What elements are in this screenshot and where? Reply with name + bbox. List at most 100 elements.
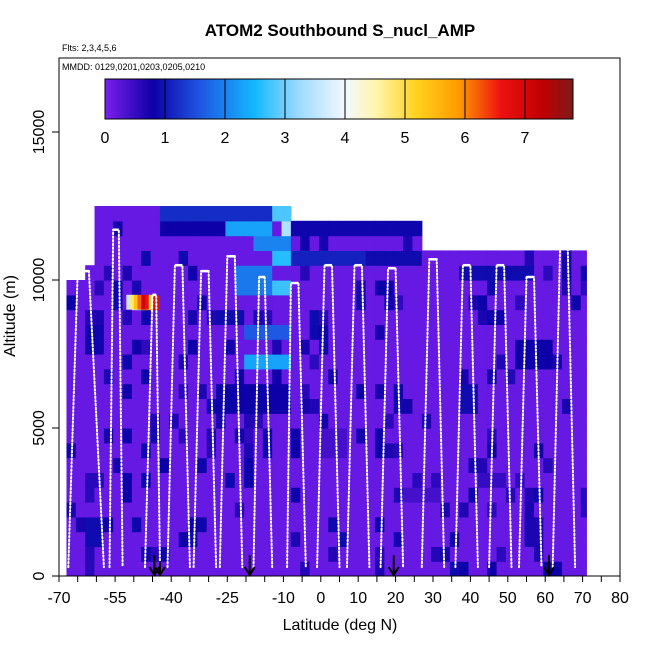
heatmap-cell	[178, 472, 189, 488]
heatmap-cell	[75, 294, 86, 311]
heatmap-cell	[365, 487, 376, 503]
heatmap-cell	[468, 309, 479, 325]
heatmap-cell	[75, 383, 86, 399]
heatmap-cell	[309, 502, 320, 518]
heatmap-cell	[290, 368, 301, 385]
dates-subtitle: MMDD: 0129,0201,0203,0205,0210	[62, 62, 205, 72]
heatmap-cell	[449, 516, 460, 533]
heatmap-cell	[216, 265, 227, 281]
heatmap-cell	[253, 487, 264, 503]
heatmap-cell	[421, 472, 432, 488]
heatmap-cell	[300, 413, 311, 429]
heatmap-cell	[141, 442, 152, 459]
heatmap-cell	[131, 472, 142, 488]
heatmap-cell	[141, 428, 152, 444]
heatmap-cell	[169, 442, 180, 459]
heatmap-cell	[178, 546, 189, 562]
heatmap-cell	[75, 487, 86, 503]
heatmap-cell	[477, 546, 488, 562]
heatmap-cell	[449, 398, 460, 414]
heatmap-cell	[309, 442, 320, 459]
heatmap-cell	[234, 561, 245, 576]
heatmap-cell	[505, 368, 516, 385]
heatmap-cell	[543, 516, 554, 533]
heatmap-cell	[94, 294, 105, 311]
heatmap-cell	[126, 294, 131, 310]
heatmap-cell	[477, 324, 488, 340]
heatmap-cell	[524, 339, 535, 355]
heatmap-cell	[533, 383, 544, 399]
heatmap-cell	[253, 413, 264, 429]
heatmap-cell	[309, 546, 320, 562]
heatmap-cell	[431, 413, 442, 429]
heatmap-cell	[533, 339, 544, 355]
heatmap-cell	[543, 428, 554, 444]
heatmap-cell	[496, 531, 507, 547]
heatmap-cell	[328, 413, 339, 429]
heatmap-cell	[225, 413, 236, 429]
heatmap-cell	[290, 398, 301, 414]
heatmap-cell	[281, 516, 292, 533]
heatmap-cell	[272, 442, 283, 459]
heatmap-cell	[562, 250, 572, 266]
heatmap-cell	[431, 354, 442, 370]
heatmap-cell	[318, 398, 329, 414]
heatmap-cell	[94, 220, 105, 237]
heatmap-cell	[272, 324, 283, 340]
heatmap-cell	[496, 487, 507, 503]
heatmap-cell	[346, 428, 357, 444]
heatmap-cell	[206, 220, 217, 237]
heatmap-cell	[562, 546, 572, 562]
heatmap-cell	[440, 339, 451, 355]
heatmap-cell	[122, 442, 133, 459]
heatmap-cell	[496, 413, 507, 429]
heatmap-cell	[449, 487, 460, 503]
heatmap-cell	[328, 368, 339, 385]
heatmap-cell	[113, 280, 124, 296]
heatmap-cell	[571, 487, 582, 503]
heatmap-cell	[403, 220, 414, 237]
heatmap-cell	[440, 413, 451, 429]
heatmap-cell	[131, 457, 142, 473]
heatmap-cell	[356, 457, 367, 473]
heatmap-cell	[318, 546, 329, 562]
heatmap-cell	[318, 250, 329, 266]
heatmap-cell	[75, 280, 86, 296]
heatmap-cell	[562, 561, 572, 576]
heatmap-cell	[169, 561, 180, 576]
heatmap-cell	[66, 309, 77, 325]
heatmap-cell	[290, 339, 301, 355]
heatmap-cell	[216, 561, 227, 576]
heatmap-cell	[159, 354, 170, 370]
heatmap-cell	[421, 546, 432, 562]
heatmap-cell	[505, 398, 516, 414]
heatmap-cell	[234, 546, 245, 562]
heatmap-cell	[234, 309, 245, 325]
heatmap-cell	[375, 383, 385, 399]
heatmap-cell	[328, 235, 339, 251]
heatmap-cell	[533, 354, 544, 370]
heatmap-cell	[580, 280, 587, 296]
heatmap-cell	[487, 265, 498, 281]
heatmap-cell	[552, 250, 563, 266]
heatmap-cell	[346, 516, 357, 533]
heatmap-cell	[150, 324, 161, 340]
heatmap-cell	[449, 265, 460, 281]
heatmap-cell	[272, 309, 283, 325]
heatmap-cell	[131, 339, 142, 355]
heatmap-cell	[375, 487, 385, 503]
x-tick-label: 60	[536, 590, 554, 607]
heatmap-cell	[449, 531, 460, 547]
heatmap-cell	[141, 280, 152, 296]
heatmap-cell	[85, 561, 96, 576]
heatmap-cell	[403, 457, 414, 473]
heatmap-cell	[533, 368, 544, 385]
heatmap-cell	[365, 368, 376, 385]
heatmap-cell	[103, 472, 114, 488]
heatmap-cell	[449, 324, 460, 340]
heatmap-cell	[178, 235, 189, 251]
heatmap-cell	[262, 457, 273, 473]
heatmap-cell	[262, 265, 273, 281]
heatmap-cell	[309, 398, 320, 414]
heatmap-cell	[571, 561, 582, 576]
